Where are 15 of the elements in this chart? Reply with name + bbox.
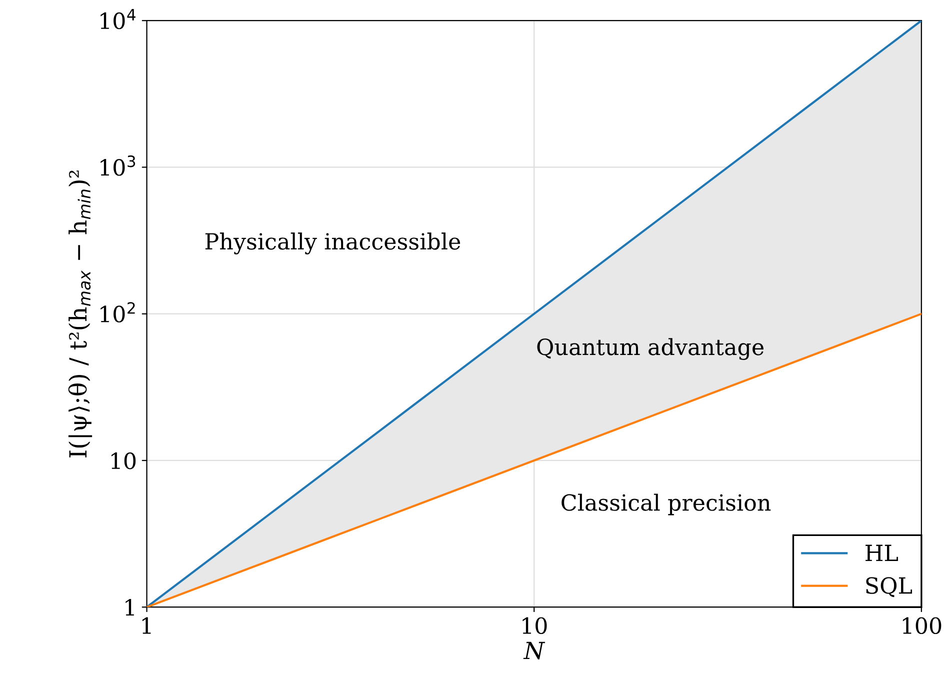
y-axis-title: I(|ψ⟩;θ) / t²(h$_{max}$ − h$_{min}$)² — [68, 170, 92, 458]
y-tick-label: 10 — [111, 452, 136, 470]
x-tick-label: 100 — [902, 617, 942, 634]
y-tick-label: 1 — [126, 599, 134, 616]
x-tick-label: 1 — [142, 617, 151, 634]
annotation: Classical precision — [562, 494, 771, 516]
y-tick-label: 10$^{2}$ — [100, 302, 135, 322]
annotation: Quantum advantage — [537, 338, 764, 360]
x-tick-label: 10 — [522, 617, 547, 634]
y-tick-label: 10$^{3}$ — [100, 155, 136, 176]
y-tick-label: 10$^{4}$ — [100, 9, 136, 30]
annotation: Physically inaccessible — [205, 232, 460, 254]
legend-label: HL — [866, 544, 898, 561]
legend-label: SQL — [866, 577, 912, 598]
x-axis-title: N — [523, 642, 546, 660]
